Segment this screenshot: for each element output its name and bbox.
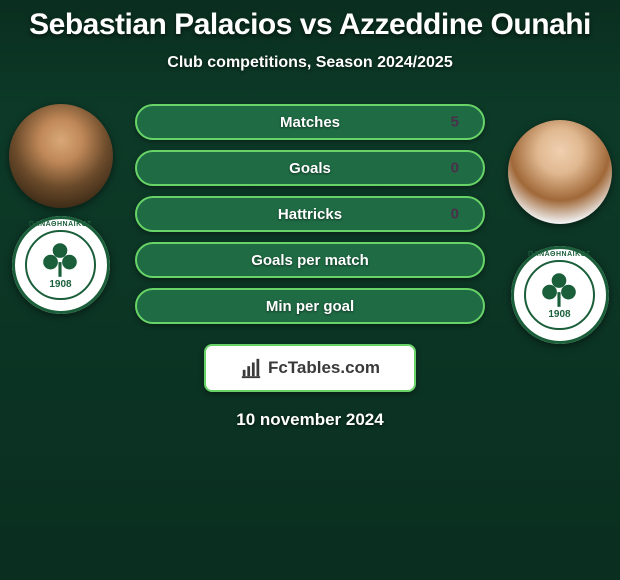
right-player-column: ΠΑΝΑΘΗΝΑΪΚΟΣ 1908: [505, 104, 614, 344]
stats-column: Matches 5 Goals 0 Hattricks 0 Goals per …: [115, 104, 505, 430]
main-row: ΠΑΝΑΘΗΝΑΪΚΟΣ 1908 Matches 5 Goals: [0, 104, 620, 430]
club-badge-ring: [511, 246, 609, 344]
page-title: Sebastian Palacios vs Azzeddine Ounahi: [0, 8, 620, 42]
player-right-avatar: [508, 120, 612, 224]
club-badge-ring: [12, 216, 110, 314]
stat-label: Hattricks: [278, 206, 342, 223]
stat-label: Matches: [280, 114, 340, 131]
stat-bar-hattricks: Hattricks 0: [135, 196, 485, 232]
stat-bar-min-per-goal: Min per goal: [135, 288, 485, 324]
stat-value: 0: [451, 160, 459, 177]
stat-bar-goals: Goals 0: [135, 150, 485, 186]
stat-label: Goals per match: [251, 252, 369, 269]
comparison-card: Sebastian Palacios vs Azzeddine Ounahi C…: [0, 0, 620, 430]
stat-value: 0: [451, 206, 459, 223]
club-badge-text: ΠΑΝΑΘΗΝΑΪΚΟΣ: [528, 251, 591, 258]
brand-box[interactable]: FcTables.com: [204, 344, 416, 392]
stat-bar-goals-per-match: Goals per match: [135, 242, 485, 278]
date-text: 10 november 2024: [236, 410, 383, 430]
club-badge-text: ΠΑΝΑΘΗΝΑΪΚΟΣ: [29, 221, 92, 228]
left-player-column: ΠΑΝΑΘΗΝΑΪΚΟΣ 1908: [6, 104, 115, 314]
chart-icon: [240, 357, 262, 379]
brand-text: FcTables.com: [268, 358, 380, 378]
stat-bar-matches: Matches 5: [135, 104, 485, 140]
stat-label: Min per goal: [266, 298, 354, 315]
subtitle: Club competitions, Season 2024/2025: [0, 54, 620, 72]
player-left-club-badge: ΠΑΝΑΘΗΝΑΪΚΟΣ 1908: [12, 216, 110, 314]
brand: FcTables.com: [240, 357, 380, 379]
stat-value: 5: [451, 114, 459, 131]
player-right-club-badge: ΠΑΝΑΘΗΝΑΪΚΟΣ 1908: [511, 246, 609, 344]
player-left-avatar: [9, 104, 113, 208]
stat-label: Goals: [289, 160, 331, 177]
